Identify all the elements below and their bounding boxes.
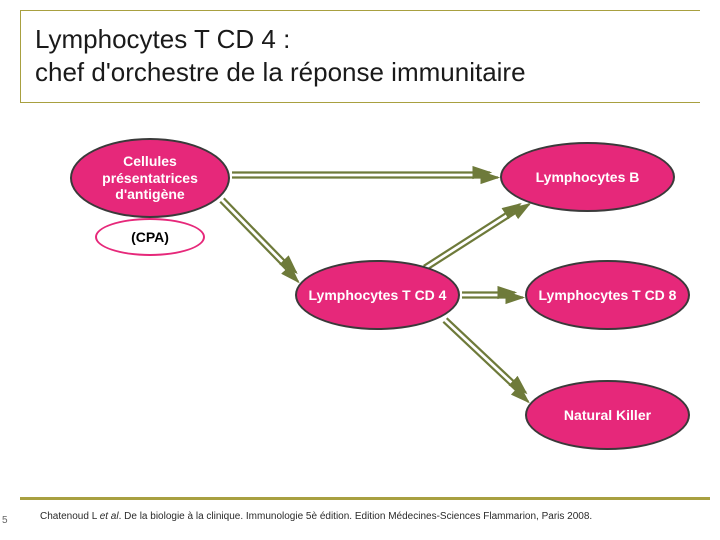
node-nk: Natural Killer	[525, 380, 690, 450]
diagram: Cellules présentatrices d'antigène(CPA) L…	[0, 120, 720, 480]
edge-tcd4-bcell	[426, 204, 529, 270]
edge-tcd4-nk	[443, 322, 528, 402]
node-apc: Cellules présentatrices d'antigène	[70, 138, 230, 218]
citation-prefix: Chatenoud L	[40, 511, 100, 522]
page-number: 5	[2, 515, 8, 526]
page-title: Lymphocytes T CD 4 : chef d'orchestre de…	[35, 23, 686, 88]
edge-apc-tcd4-b	[224, 198, 296, 272]
citation: Chatenoud L et al. De la biologie à la c…	[40, 511, 592, 522]
edge-tcd4-bcell-b	[424, 204, 520, 266]
edge-apc-tcd4	[220, 202, 298, 282]
node-bcell: Lymphocytes B	[500, 142, 675, 212]
node-tcd4: Lymphocytes T CD 4	[295, 260, 460, 330]
title-line2: chef d'orchestre de la réponse immunitai…	[35, 57, 526, 87]
citation-italic: et al	[100, 511, 119, 522]
title-line1: Lymphocytes T CD 4 :	[35, 24, 290, 54]
node-cpa: (CPA)	[95, 218, 205, 256]
footer-rule	[20, 497, 710, 500]
node-tcd8: Lymphocytes T CD 8	[525, 260, 690, 330]
citation-rest: . De la biologie à la clinique. Immunolo…	[119, 511, 593, 522]
title-box: Lymphocytes T CD 4 : chef d'orchestre de…	[20, 10, 700, 103]
edge-tcd4-nk-b	[447, 318, 526, 393]
